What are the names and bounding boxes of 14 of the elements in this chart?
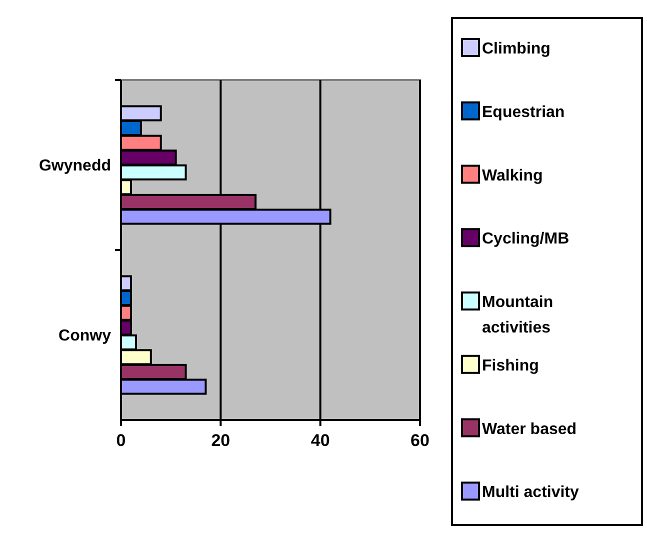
legend-label: Walking	[482, 167, 543, 184]
y-tick-label: Conwy	[58, 328, 112, 345]
legend-label: Cycling/MB	[482, 230, 570, 248]
legend-label: Climbing	[482, 40, 550, 58]
legend-label: Equestrian	[482, 104, 565, 121]
x-tick-label: 0	[116, 431, 126, 450]
legend-label: Multi activity	[482, 484, 580, 502]
x-tick-label: 20	[211, 431, 230, 450]
x-tick-label: 40	[310, 431, 330, 450]
x-tick-label: 60	[410, 431, 430, 450]
legend-label: Fishing	[482, 357, 539, 374]
legend-label: Mountain activities	[482, 294, 554, 337]
y-tick-label: Gwynedd	[38, 158, 111, 175]
legend-label: Water based	[482, 420, 577, 438]
